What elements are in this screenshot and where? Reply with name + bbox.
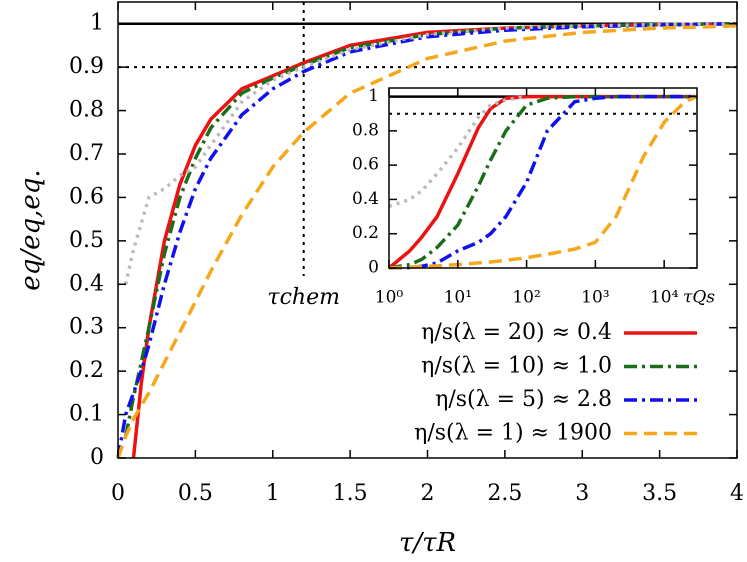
x-tick-label: 2.5 [487, 481, 522, 506]
y-tick-label: 0.4 [69, 271, 104, 296]
x-tick-label: 1.5 [333, 481, 368, 506]
y-tick-label: 0.8 [352, 120, 379, 140]
x-tick-label: 2 [421, 481, 435, 506]
data-line [123, 21, 738, 437]
x-tick-label: 10¹ [444, 288, 472, 308]
x-axis-label: τQs [683, 288, 715, 308]
y-tick-label: 0.7 [69, 141, 104, 166]
data-line [388, 94, 527, 208]
x-axis-label: τ/τR [399, 528, 456, 558]
y-tick-label: 0.2 [69, 358, 104, 383]
legend-label: η/s(λ = 1) ≈ 1900 [414, 421, 612, 446]
x-tick-label: 4 [730, 481, 744, 506]
y-tick-label: 1 [368, 86, 379, 106]
x-tick-label: 1 [266, 481, 280, 506]
y-axis-label: eq/eq,eq. [16, 169, 46, 290]
y-tick-label: 0.2 [352, 223, 379, 243]
legend-label: η/s(λ = 10) ≈ 1.0 [421, 354, 612, 379]
x-tick-label: 0 [111, 481, 125, 506]
x-tick-label: 3.5 [642, 481, 677, 506]
data-line [123, 21, 738, 285]
y-tick-label: 0.3 [69, 315, 104, 340]
x-tick-label: 0.5 [178, 481, 213, 506]
x-tick-label: 10⁴ [650, 288, 679, 308]
x-tick-label: 10³ [581, 288, 609, 308]
data-line [116, 24, 738, 459]
data-line [388, 94, 698, 270]
y-tick-label: 0 [90, 445, 104, 470]
y-tick-label: 0.4 [352, 189, 379, 209]
y-tick-label: 0.5 [69, 228, 104, 253]
data-line [116, 21, 738, 459]
y-tick-label: 0.1 [69, 402, 104, 427]
y-tick-label: 0.9 [69, 54, 104, 79]
y-tick-label: 0.6 [69, 184, 104, 209]
x-tick-label: 10⁰ [375, 288, 404, 308]
x-tick-label: 3 [575, 481, 589, 506]
reference-label: τchem [267, 285, 340, 310]
data-line [388, 94, 697, 270]
y-tick-label: 0.8 [69, 98, 104, 123]
y-tick-label: 1 [90, 11, 104, 36]
legend-label: η/s(λ = 20) ≈ 0.4 [421, 320, 612, 345]
plot-frame [388, 87, 698, 269]
legend-label: η/s(λ = 5) ≈ 2.8 [435, 387, 612, 412]
y-tick-label: 0.6 [352, 155, 379, 175]
plot-area [389, 88, 697, 268]
x-tick-label: 10² [512, 288, 540, 308]
y-tick-label: 0 [368, 258, 379, 278]
